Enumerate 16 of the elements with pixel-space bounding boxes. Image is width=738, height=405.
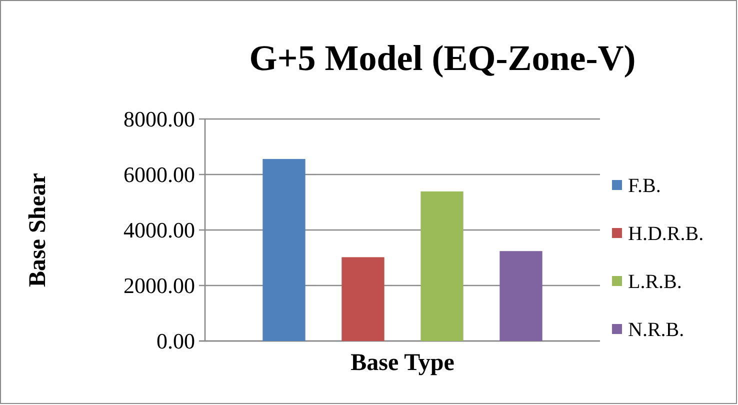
legend-label: H.D.R.B.	[628, 223, 704, 245]
y-tick-label: 0.00	[156, 328, 195, 354]
y-tick-label: 2000.00	[124, 273, 195, 298]
legend-label: F.B.	[628, 175, 661, 197]
chart-title: G+5 Model (EQ-Zone-V)	[249, 38, 636, 78]
y-tick-label: 8000.00	[124, 106, 195, 132]
legend-label: N.R.B.	[628, 319, 684, 341]
bar	[342, 257, 384, 341]
x-axis-title: Base Type	[350, 350, 455, 376]
y-tick-label: 6000.00	[124, 162, 195, 188]
bar	[500, 251, 542, 341]
y-tick-label: 4000.00	[124, 218, 195, 243]
legend-label: L.R.B.	[628, 271, 682, 293]
bar	[420, 191, 464, 341]
y-axis-title: Base Shear	[25, 172, 51, 287]
bar	[262, 158, 306, 341]
